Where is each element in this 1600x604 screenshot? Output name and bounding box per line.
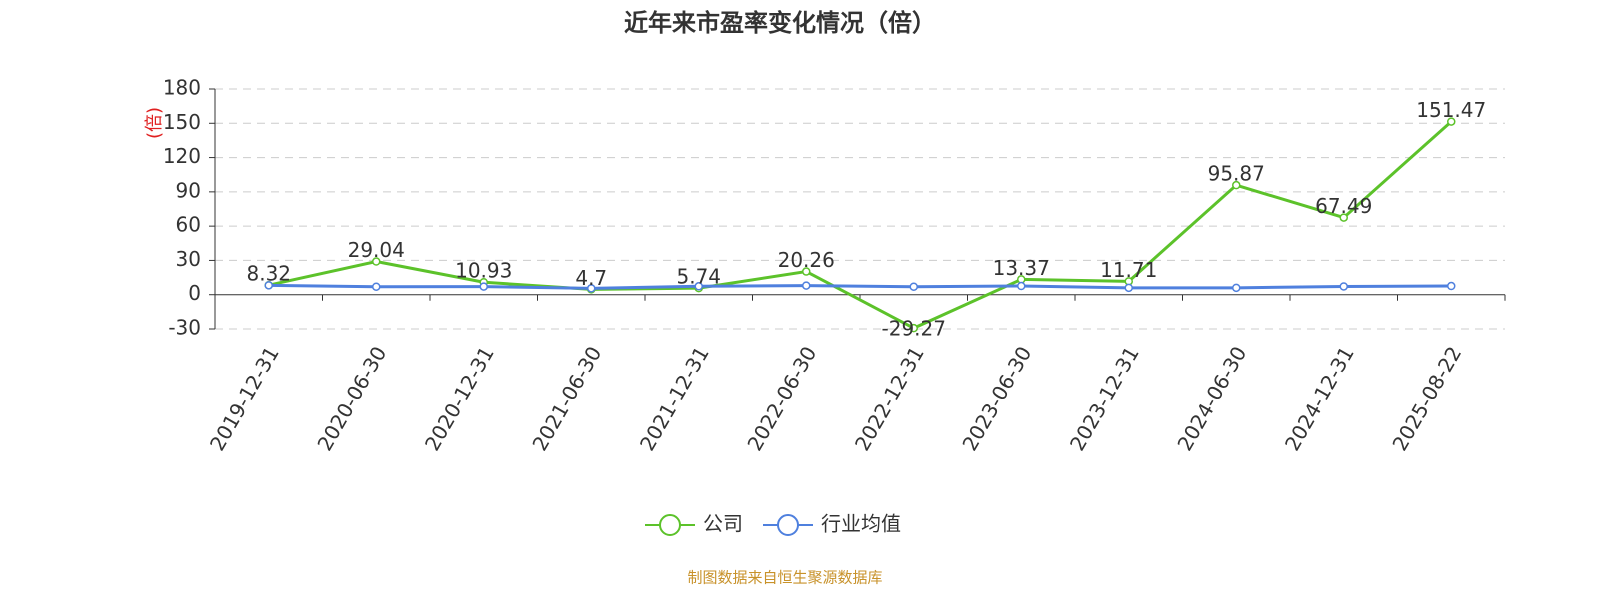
x-tick-label: 2023-06-30	[957, 342, 1036, 455]
point	[1447, 281, 1456, 291]
chart-title: 近年来市盈率变化情况（倍）	[624, 9, 936, 37]
point	[1232, 283, 1241, 293]
data-label: 5.74	[676, 265, 721, 289]
point	[372, 282, 381, 291]
y-tick-label: 90	[176, 178, 201, 202]
point	[587, 284, 596, 293]
data-label: 10.93	[455, 259, 512, 283]
point	[1447, 117, 1456, 126]
y-tick-label: -30	[168, 316, 201, 340]
data-label: 11.71	[1100, 258, 1157, 282]
point	[1339, 282, 1348, 291]
point	[1232, 180, 1241, 190]
x-tick-label: 2023-12-31	[1065, 342, 1144, 455]
point	[479, 282, 488, 291]
x-tick-label: 2020-06-30	[312, 342, 391, 455]
legend-label[interactable]: 公司	[703, 512, 743, 536]
data-label: 67.49	[1315, 194, 1372, 218]
y-tick-label: 180	[163, 76, 201, 100]
point	[909, 323, 918, 333]
data-label: 95.87	[1208, 162, 1265, 186]
point	[372, 257, 381, 266]
x-tick-label: 2021-06-30	[527, 342, 606, 455]
y-tick-label: 30	[176, 247, 201, 271]
data-label: 29.04	[348, 238, 405, 262]
legend-marker[interactable]	[777, 514, 799, 536]
x-tick-label: 2022-12-31	[850, 342, 929, 455]
legend-marker[interactable]	[659, 514, 681, 536]
data-label: 20.26	[778, 248, 835, 272]
point	[909, 282, 918, 291]
data-label: 151.47	[1416, 98, 1486, 122]
x-tick-label: 2019-12-31	[205, 342, 284, 455]
point	[802, 281, 811, 290]
y-tick-label: 150	[163, 110, 201, 134]
data-label: 13.37	[993, 256, 1050, 280]
point	[1339, 213, 1348, 222]
y-tick-label: 0	[188, 281, 201, 305]
source-note: 制图数据来自恒生聚源数据库	[687, 569, 882, 587]
data-label: 4.7	[575, 266, 607, 290]
data-label: -29.27	[882, 317, 946, 341]
data-label: 8.32	[246, 262, 291, 286]
x-tick-label: 2025-08-22	[1387, 342, 1466, 455]
point	[264, 281, 273, 290]
y-tick-label: 120	[163, 144, 201, 168]
x-tick-label: 2020-12-31	[420, 342, 499, 455]
point	[1124, 283, 1133, 293]
point	[1017, 281, 1026, 291]
legend-label[interactable]: 行业均值	[821, 512, 901, 536]
x-tick-label: 2021-12-31	[635, 342, 714, 455]
series-line	[268, 120, 1453, 330]
x-tick-label: 2024-12-31	[1280, 342, 1359, 455]
y-tick-label: 60	[176, 213, 201, 237]
series-line	[268, 283, 1452, 290]
x-tick-label: 2022-06-30	[742, 342, 821, 455]
point	[802, 267, 811, 276]
y-axis-label: (倍)	[144, 107, 165, 139]
point	[694, 282, 703, 291]
x-tick-label: 2024-06-30	[1172, 342, 1251, 455]
